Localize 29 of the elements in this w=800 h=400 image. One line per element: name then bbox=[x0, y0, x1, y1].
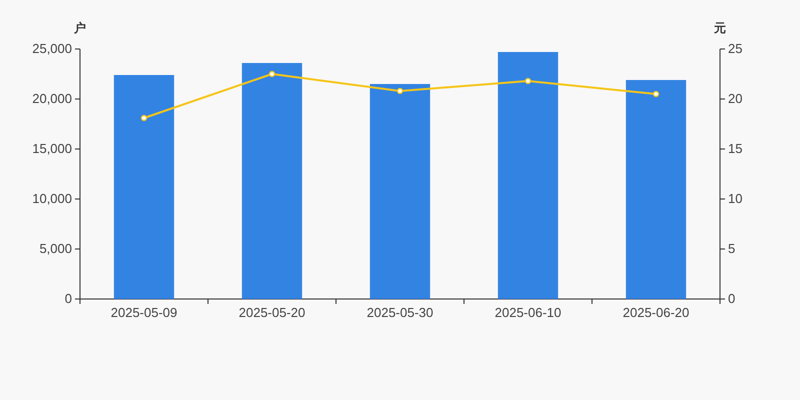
x-tick-label: 2025-05-20 bbox=[238, 305, 306, 320]
y-tick-label: 20,000 bbox=[32, 91, 72, 106]
y-tick-label: 5,000 bbox=[39, 241, 72, 256]
y-tick-label: 0 bbox=[64, 291, 72, 306]
x-tick-label: 2025-05-30 bbox=[366, 305, 434, 320]
y-tick-label: 25,000 bbox=[32, 41, 72, 56]
x-tick-label: 2025-06-10 bbox=[494, 305, 562, 320]
point bbox=[268, 70, 276, 78]
y2-tick-label: 10 bbox=[728, 191, 742, 206]
bar bbox=[242, 63, 302, 299]
y2-tick-label: 0 bbox=[728, 291, 736, 306]
bar bbox=[370, 84, 430, 299]
x-tick-label: 2025-06-20 bbox=[622, 305, 690, 320]
y2-tick-label: 25 bbox=[728, 41, 742, 56]
point bbox=[652, 90, 660, 98]
point bbox=[524, 78, 532, 84]
y2-tick-label: 20 bbox=[728, 91, 742, 106]
bar bbox=[626, 80, 686, 299]
y2-tick-label: 5 bbox=[728, 241, 736, 256]
bar bbox=[114, 75, 174, 299]
y-tick-label: 15,000 bbox=[32, 141, 72, 156]
point bbox=[396, 88, 404, 94]
y2-tick-label: 15 bbox=[728, 141, 742, 156]
point bbox=[140, 114, 148, 122]
bar bbox=[498, 52, 558, 299]
y-tick-label: 10,000 bbox=[32, 191, 72, 206]
y-axis-title: 户 bbox=[73, 21, 86, 35]
x-tick-label: 2025-05-09 bbox=[110, 305, 178, 320]
y2-axis-title: 元 bbox=[713, 21, 726, 35]
